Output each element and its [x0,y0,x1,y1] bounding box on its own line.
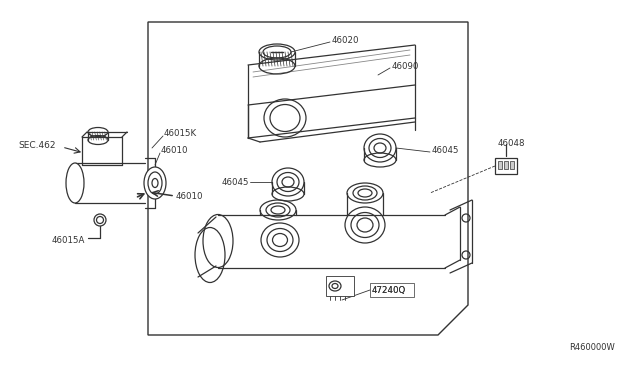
Ellipse shape [148,172,162,194]
Text: 47240Q: 47240Q [372,285,406,295]
Text: 46010: 46010 [176,192,204,201]
Text: 46045: 46045 [222,177,250,186]
Bar [510,161,514,169]
Ellipse shape [152,179,158,187]
Ellipse shape [329,281,341,291]
Bar [326,276,354,296]
Text: SEC.462: SEC.462 [18,141,56,150]
Text: 46010: 46010 [161,145,189,154]
Ellipse shape [66,163,84,203]
Ellipse shape [97,217,104,224]
Text: 46020: 46020 [332,35,360,45]
Bar [498,161,502,169]
Text: 46048: 46048 [498,138,525,148]
Text: 47240Q: 47240Q [372,285,406,295]
Bar [504,161,508,169]
Ellipse shape [94,214,106,226]
Text: 46090: 46090 [392,61,419,71]
Ellipse shape [332,283,338,289]
Text: 46045: 46045 [432,145,460,154]
Text: R460000W: R460000W [569,343,615,352]
Polygon shape [148,22,468,335]
Bar [370,283,414,297]
Ellipse shape [144,167,166,199]
Text: 46015K: 46015K [164,128,197,138]
Text: 46015A: 46015A [52,235,85,244]
Bar [495,158,517,174]
